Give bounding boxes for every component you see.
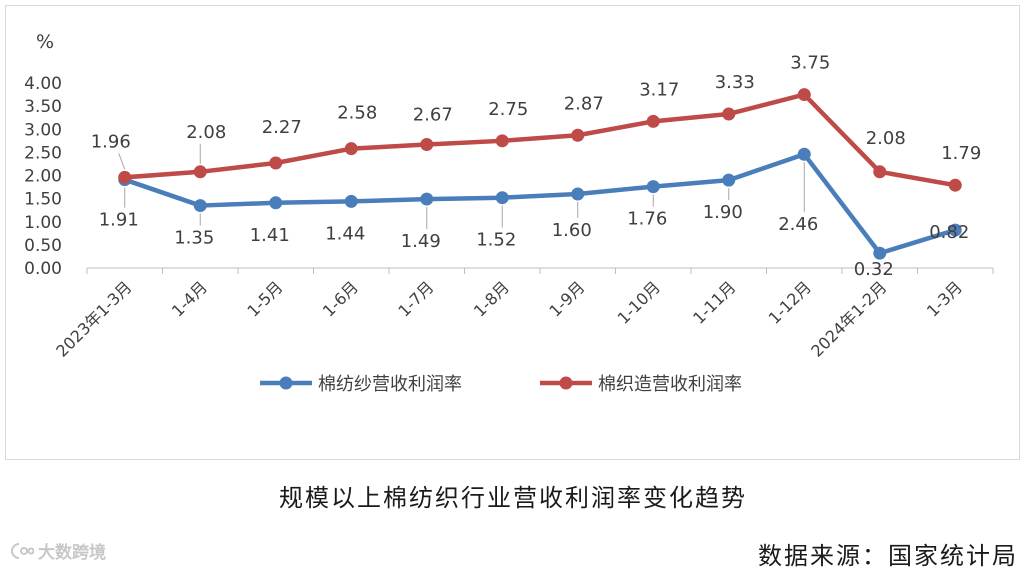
data-label: 2.67 <box>413 105 453 126</box>
data-label: 1.96 <box>91 131 131 152</box>
watermark-logo-icon <box>10 542 35 560</box>
x-tick-label: 1-12月 <box>765 277 815 327</box>
data-label: 1.49 <box>401 231 441 252</box>
data-point <box>344 194 358 208</box>
data-point <box>571 128 585 142</box>
y-tick-label: 0.00 <box>24 259 62 279</box>
data-point <box>420 138 434 152</box>
legend-swatch-marker <box>559 376 573 390</box>
data-point <box>646 180 660 194</box>
data-label: 2.08 <box>866 128 906 149</box>
data-label: 1.41 <box>250 225 290 246</box>
data-point <box>193 165 207 179</box>
legend-entry: 棉织造营收利润率 <box>598 374 742 395</box>
data-label: 3.17 <box>639 79 679 100</box>
data-point <box>420 192 434 206</box>
data-label-leader <box>118 153 126 170</box>
data-label: 1.90 <box>703 202 743 223</box>
data-label: 2.27 <box>262 117 302 138</box>
watermark: 大数跨境 <box>10 538 106 563</box>
chart-caption: 规模以上棉纺织行业营收利润率变化趋势 <box>279 484 747 512</box>
data-label: 2.75 <box>488 99 528 120</box>
data-label: 1.60 <box>552 220 592 241</box>
data-point <box>873 165 887 179</box>
x-tick-label: 1-9月 <box>545 277 588 320</box>
data-label: 1.76 <box>627 209 667 230</box>
data-point <box>344 142 358 156</box>
data-label: 0.82 <box>929 222 969 243</box>
data-label: 2.08 <box>186 122 226 143</box>
x-tick-label: 1-5月 <box>243 277 286 320</box>
data-label: 1.91 <box>99 210 139 231</box>
y-tick-label: 2.50 <box>24 143 62 163</box>
data-label: 1.35 <box>174 228 214 249</box>
legend-swatch-marker <box>279 376 293 390</box>
data-label: 3.75 <box>790 53 830 74</box>
data-point <box>797 147 811 161</box>
data-point <box>571 187 585 201</box>
x-tick-label: 2024年1-2月 <box>807 277 890 360</box>
x-tick-label: 1-4月 <box>168 277 211 320</box>
data-point <box>193 199 207 213</box>
data-point <box>797 88 811 102</box>
x-tick-label: 1-8月 <box>470 277 513 320</box>
x-tick-label: 2023年1-3月 <box>52 277 135 360</box>
x-tick-label: 1-3月 <box>923 277 966 320</box>
data-point <box>948 223 962 237</box>
x-tick-label: 1-10月 <box>614 277 664 327</box>
data-point <box>722 107 736 121</box>
line-chart: % 0.00 0.50 1.00 1.50 2.00 2.50 3.00 3.50 4.00 202… <box>24 31 994 395</box>
data-label: 3.33 <box>715 72 755 93</box>
data-point <box>646 114 660 128</box>
data-label: 1.52 <box>476 230 516 251</box>
series-line <box>124 151 956 256</box>
y-tick-label: 0.50 <box>24 236 62 256</box>
y-tick-label: 3.00 <box>24 120 62 140</box>
data-point <box>269 196 283 210</box>
data-point <box>269 156 283 170</box>
legend-entry: 棉纺纱营收利润率 <box>318 374 462 395</box>
data-point <box>873 246 887 260</box>
data-label: 1.44 <box>325 223 365 244</box>
data-label: 2.87 <box>564 93 604 114</box>
data-label: 2.46 <box>778 214 818 235</box>
y-tick-label: 3.50 <box>24 97 62 117</box>
chart-frame <box>5 5 1020 460</box>
x-tick-label: 1-7月 <box>394 277 437 320</box>
data-point <box>722 173 736 187</box>
data-point <box>495 191 509 205</box>
y-axis-unit-label: % <box>36 31 54 53</box>
data-label: 1.79 <box>941 143 981 164</box>
series-line <box>124 92 956 188</box>
y-tick-label: 2.00 <box>24 167 62 187</box>
data-label: 0.32 <box>854 259 894 280</box>
data-point <box>948 178 962 192</box>
data-point <box>118 170 132 184</box>
x-tick-label: 1-6月 <box>319 277 362 320</box>
y-tick-label: 1.50 <box>24 190 62 210</box>
x-tick-label: 1-11月 <box>689 277 739 327</box>
y-tick-label: 4.00 <box>24 74 62 94</box>
y-tick-label: 1.00 <box>24 213 62 233</box>
data-point <box>495 134 509 148</box>
watermark-text: 大数跨境 <box>38 543 106 563</box>
data-source: 数据来源：国家统计局 <box>758 542 1018 570</box>
data-label: 2.58 <box>337 103 377 124</box>
